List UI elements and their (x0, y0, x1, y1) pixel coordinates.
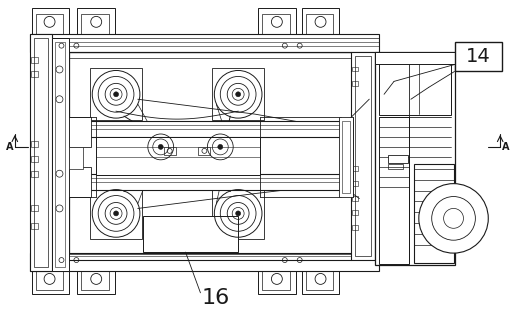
Bar (352, 166, 358, 171)
Bar (262, 14, 290, 36)
Bar (388, 155, 408, 163)
Bar (352, 82, 358, 86)
Circle shape (218, 144, 223, 149)
Bar (352, 210, 358, 215)
Text: A: A (503, 142, 510, 152)
Bar (143, 216, 238, 252)
Bar (388, 164, 403, 169)
Bar (69, 167, 91, 197)
Circle shape (236, 92, 240, 97)
Bar (29, 34, 379, 51)
Text: 14: 14 (466, 47, 491, 66)
Bar (31, 223, 38, 229)
Bar (258, 266, 296, 294)
Bar (54, 42, 66, 267)
Bar (342, 121, 351, 193)
Bar (31, 141, 38, 147)
Bar (29, 34, 52, 271)
Bar (81, 14, 109, 36)
Bar (29, 253, 379, 271)
Bar (414, 164, 453, 263)
Bar (31, 72, 38, 78)
Bar (339, 117, 353, 197)
Bar (262, 270, 290, 290)
Bar (34, 38, 48, 267)
Bar (31, 206, 38, 211)
Text: 16: 16 (201, 288, 230, 308)
Bar (258, 8, 296, 38)
Bar (199, 147, 210, 155)
Bar (164, 147, 176, 155)
Bar (32, 266, 69, 294)
Bar (302, 8, 339, 38)
Circle shape (158, 144, 163, 149)
Circle shape (236, 211, 240, 216)
Bar (90, 69, 142, 120)
Bar (352, 51, 375, 260)
Bar (302, 266, 339, 294)
Bar (306, 14, 333, 36)
Circle shape (114, 92, 118, 97)
Bar (375, 51, 454, 265)
Bar (454, 42, 502, 72)
Bar (31, 171, 38, 177)
Bar (78, 8, 115, 38)
Bar (69, 51, 375, 260)
Bar (83, 121, 341, 137)
Bar (52, 38, 69, 271)
Bar (352, 225, 358, 230)
Bar (69, 147, 83, 169)
Bar (379, 55, 450, 115)
Bar (352, 196, 358, 201)
Bar (32, 8, 69, 38)
Circle shape (419, 184, 488, 253)
Bar (212, 188, 264, 239)
Bar (83, 174, 341, 190)
Bar (352, 67, 358, 72)
Bar (69, 117, 91, 147)
Bar (36, 14, 64, 36)
Bar (375, 51, 454, 64)
Bar (352, 181, 358, 186)
Text: A: A (6, 142, 13, 152)
Bar (306, 270, 333, 290)
Bar (96, 137, 260, 175)
Bar (36, 270, 64, 290)
Bar (379, 117, 409, 264)
Circle shape (114, 211, 118, 216)
Bar (31, 156, 38, 162)
Bar (212, 69, 264, 120)
Bar (81, 270, 109, 290)
Bar (78, 266, 115, 294)
Bar (31, 57, 38, 63)
Bar (90, 188, 142, 239)
Bar (355, 55, 371, 256)
